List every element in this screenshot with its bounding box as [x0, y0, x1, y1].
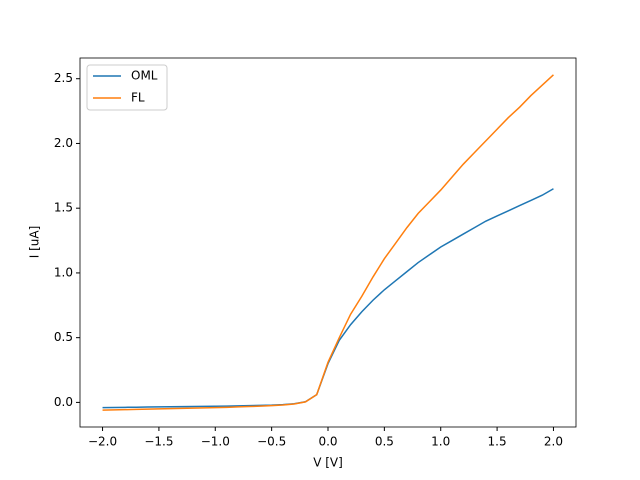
x-tick-label: 0.5 — [375, 435, 394, 449]
x-tick-label: −0.5 — [257, 435, 286, 449]
plot-frame — [79, 57, 577, 428]
line-series — [102, 74, 554, 411]
x-tick-label: 0.0 — [318, 435, 337, 449]
y-tick-label: 2.5 — [54, 71, 73, 85]
legend-label: OML — [131, 69, 158, 83]
y-axis-label: I [uA] — [28, 226, 42, 259]
y-tick-label: 0.0 — [54, 395, 73, 409]
x-tick-label: −1.0 — [201, 435, 230, 449]
x-tick-label: 1.5 — [488, 435, 507, 449]
x-tick-label: −2.0 — [88, 435, 117, 449]
x-tick-label: 1.0 — [431, 435, 450, 449]
y-tick-label: 1.5 — [54, 201, 73, 215]
x-axis-label: V [V] — [313, 456, 343, 470]
x-tick-label: −1.5 — [144, 435, 173, 449]
legend-label: FL — [131, 91, 145, 105]
x-tick-label: 2.0 — [544, 435, 563, 449]
y-tick-label: 2.0 — [54, 136, 73, 150]
y-tick-label: 0.5 — [54, 330, 73, 344]
y-tick-label: 1.0 — [54, 265, 73, 279]
